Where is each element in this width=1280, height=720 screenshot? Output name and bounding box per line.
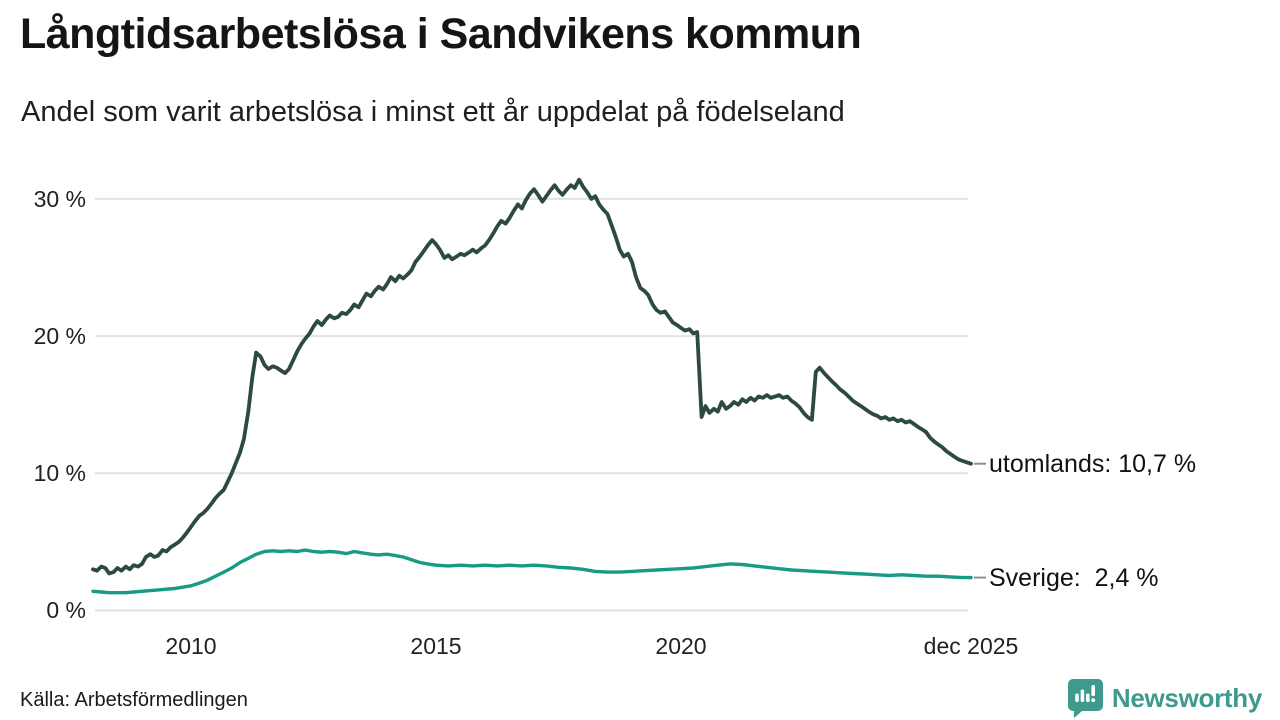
y-axis-label-0: 0 % [46,597,86,623]
y-axis-label-20: 20 % [33,323,86,349]
series-label-utomlands: utomlands: 10,7 % [989,450,1197,478]
series-line-utomlands [91,177,973,576]
newsworthy-brand: Newsworthy [1067,678,1262,719]
source-note: Källa: Arbetsförmedlingen [20,689,248,711]
y-axis-label-10: 10 % [33,460,86,486]
x-axis-label-2010: 2010 [165,633,217,659]
x-axis-label-2015: 2015 [410,633,462,659]
page-subtitle: Andel som varit arbetslösa i minst ett å… [21,96,845,128]
newsworthy-logo-icon [1067,679,1103,718]
newsworthy-brand-text: Newsworthy [1111,683,1262,713]
series-line-Sverige [91,548,973,595]
x-axis-label-2020: 2020 [655,633,707,659]
series-label-sverige: Sverige: 2,4 % [989,564,1159,592]
logo-bars-glyph [1075,685,1095,703]
x-axis-label-dec2025: dec 2025 [923,633,1019,659]
page-title: Långtidsarbetslösa i Sandvikens kommun [20,10,862,58]
y-axis-label-30: 30 % [33,186,86,212]
logo-bubble-shape [1067,679,1103,718]
